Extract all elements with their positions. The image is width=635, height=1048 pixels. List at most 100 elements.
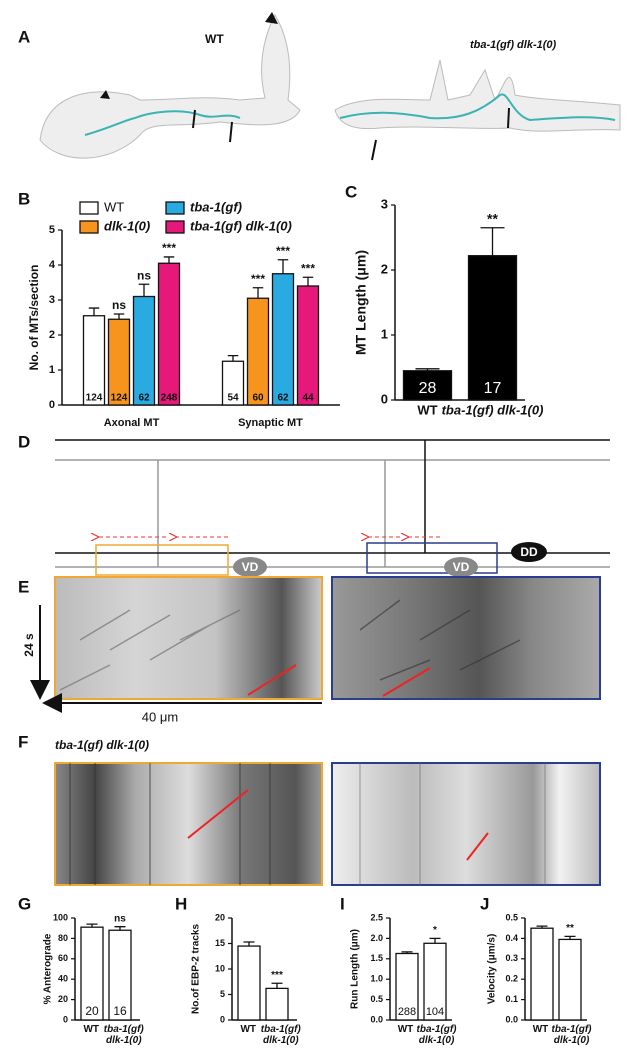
y-tick-label: 20 — [215, 912, 225, 922]
category-label-box: WT — [532, 1024, 549, 1035]
y-tick-label: 40 — [58, 974, 68, 984]
y-tick-label: 0.0 — [505, 1014, 518, 1024]
bar — [271, 273, 295, 406]
x-tick-label: tba-1(gf) dlk-1(0) — [260, 1024, 301, 1046]
y-tick-label: 0 — [49, 399, 55, 411]
bar — [82, 315, 106, 406]
y-axis-label: Velocity (μm/s) — [487, 934, 498, 1005]
y-tick-label: 0 — [63, 1014, 68, 1024]
y-axis-label: MT Length (μm) — [353, 250, 369, 355]
y-tick-label: 10 — [215, 963, 225, 973]
legend-label: dlk-1(0) — [104, 218, 150, 233]
significance-label: ns — [112, 298, 126, 312]
sample-count: 17 — [484, 380, 502, 397]
error-bar — [243, 941, 255, 947]
schematic — [55, 439, 610, 577]
y-tick-label: 0.0 — [370, 1014, 383, 1024]
category-label-box: tba-1(gf) dlk-1(0) — [104, 1024, 144, 1046]
y-axis-label: % Anterograde — [43, 933, 54, 1004]
significance-label: ns — [137, 268, 151, 282]
bar — [132, 295, 156, 406]
y-tick-label: 0.4 — [505, 933, 518, 943]
error-bar — [227, 355, 239, 362]
significance-label: *** — [276, 244, 290, 258]
y-tick-label: 15 — [215, 938, 225, 948]
sample-count: 248 — [161, 393, 178, 404]
legend-label: tba-1(gf) — [190, 199, 242, 214]
significance-label: *** — [251, 272, 265, 286]
bar — [530, 927, 554, 1021]
y-tick-label: 2.0 — [370, 933, 383, 943]
error-bar — [302, 276, 314, 286]
sample-count: 20 — [85, 1004, 99, 1018]
significance-label: *** — [162, 241, 176, 255]
x-tick-label: Synaptic MT — [238, 417, 303, 429]
error-bar — [536, 925, 548, 929]
panel-letter: E — [18, 577, 29, 596]
bar — [296, 285, 320, 406]
significance-label: ** — [487, 210, 498, 226]
x-tick-label: Axonal MT — [104, 417, 160, 429]
panel-letter: I — [340, 894, 345, 913]
x-tick-label: WT — [397, 1024, 414, 1035]
y-tick-label: 0.1 — [505, 994, 518, 1004]
panel-letter: A — [18, 27, 30, 46]
y-tick-label: 0 — [381, 391, 388, 406]
sample-count: 104 — [426, 1006, 444, 1018]
y-tick-label: 100 — [53, 912, 68, 922]
y-tick-label: 20 — [58, 994, 68, 1004]
y-tick-label: 3 — [381, 196, 388, 211]
category-label-box: WT — [83, 1024, 100, 1035]
bar — [467, 255, 518, 401]
x-tick-label: WT — [532, 1024, 549, 1035]
panel-letter: C — [345, 182, 357, 201]
sample-count: 16 — [113, 1004, 127, 1018]
error-bar — [480, 227, 505, 256]
y-tick-label: 1.5 — [370, 953, 383, 963]
y-tick-label: 2 — [381, 261, 388, 276]
panel-letter: J — [480, 894, 489, 913]
significance-label: * — [433, 925, 437, 936]
error-bar — [86, 923, 98, 928]
y-tick-label: 1 — [381, 326, 388, 341]
y-tick-label: 0 — [220, 1014, 225, 1024]
significance-label: ns — [114, 913, 126, 924]
x-tick-label: tba-1(gf) dlk-1(0) — [416, 1024, 457, 1046]
category-label-box: tba-1(gf) dlk-1(0) — [416, 1024, 457, 1046]
error-bar — [88, 307, 100, 316]
y-tick-label: 2 — [49, 329, 55, 341]
x-tick-label: WT — [83, 1024, 100, 1035]
panel-letter: D — [18, 432, 30, 451]
legend-label: tba-1(gf) dlk-1(0) — [190, 218, 292, 233]
sample-count: 44 — [302, 393, 314, 404]
panel-letter: G — [18, 894, 31, 913]
legend-label: WT — [104, 199, 124, 214]
error-bar — [415, 368, 440, 371]
panel-letter: F — [18, 732, 28, 751]
y-tick-label: 0.3 — [505, 953, 518, 963]
error-bar — [113, 313, 125, 320]
reconstruction-wt — [39, 12, 301, 159]
y-tick-label: 0.5 — [370, 994, 383, 1004]
kymograph — [54, 762, 601, 886]
y-axis-label: Run Length (μm) — [350, 929, 361, 1009]
error-bar — [564, 935, 576, 940]
kymograph — [54, 576, 601, 700]
distance-label: 40 μm — [142, 709, 178, 724]
y-tick-label: 3 — [49, 294, 55, 306]
legend-swatch — [165, 220, 185, 234]
genotype-label: WT — [205, 32, 224, 46]
y-tick-label: 1.0 — [370, 974, 383, 984]
y-tick-label: 0.2 — [505, 974, 518, 984]
y-tick-label: 1 — [49, 364, 55, 376]
sample-count: 62 — [277, 393, 289, 404]
error-bar — [271, 982, 283, 989]
y-tick-label: 2.5 — [370, 912, 383, 922]
sample-count: 62 — [138, 393, 150, 404]
y-axis-label: No.of EBP-2 tracks — [191, 924, 202, 1014]
bar — [157, 262, 181, 406]
error-bar — [252, 287, 264, 299]
x-tick-label: tba-1(gf) dlk-1(0) — [551, 1024, 592, 1046]
